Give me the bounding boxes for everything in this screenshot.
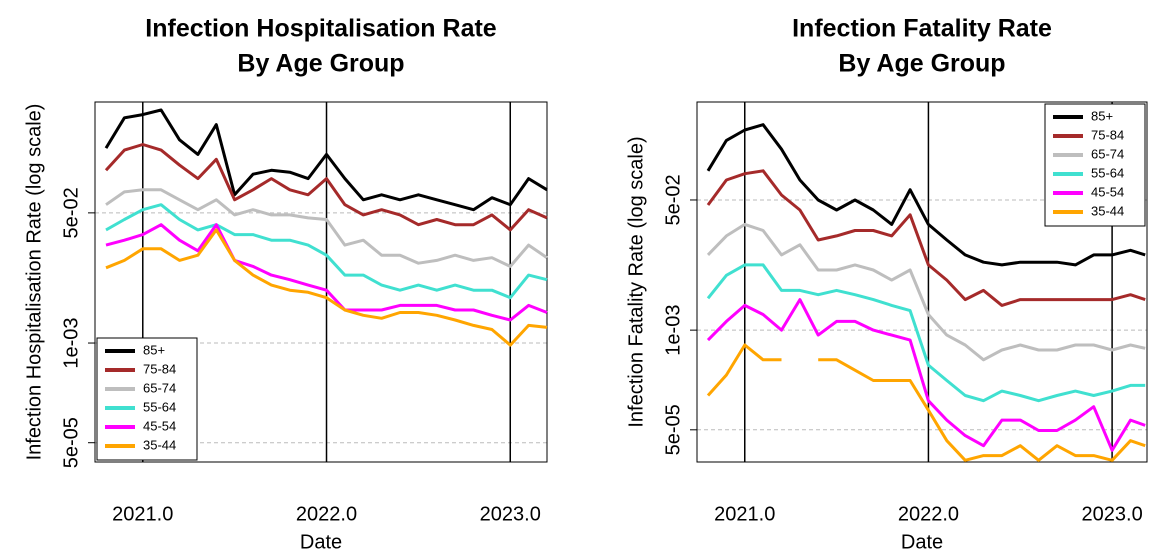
series-line bbox=[706, 263, 1146, 403]
chart-title: Infection Hospitalisation Rate bbox=[145, 15, 497, 43]
series-line bbox=[105, 228, 548, 347]
legend-box bbox=[1044, 103, 1146, 227]
y-tick-label: 5e-02 bbox=[60, 187, 82, 238]
plot-frame bbox=[696, 101, 1148, 463]
x-axis-label: Date bbox=[300, 531, 342, 553]
y-tick-label: 1e-03 bbox=[662, 305, 684, 356]
plot-frame bbox=[94, 101, 548, 463]
legend-label: 55-64 bbox=[1091, 165, 1124, 180]
legend-label: 85+ bbox=[1091, 108, 1113, 123]
legend-label: 45-54 bbox=[143, 418, 176, 433]
panel: Infection Hospitalisation Rate By Age Gro… bbox=[23, 15, 548, 553]
series-line bbox=[104, 143, 548, 232]
chart-subtitle: By Age Group bbox=[237, 50, 404, 78]
series-line bbox=[706, 169, 1146, 307]
x-tick-label: 2021.0 bbox=[714, 503, 775, 525]
y-axis-label: Infection Fatality Rate (log scale) bbox=[625, 136, 647, 427]
series-line bbox=[706, 123, 1146, 267]
chart-subtitle: By Age Group bbox=[838, 50, 1005, 78]
legend-label: 35-44 bbox=[143, 437, 176, 452]
series-line bbox=[706, 222, 1146, 362]
y-tick-label: 5e-05 bbox=[60, 417, 82, 468]
y-axis-label: Infection Hospitalisation Rate (log scal… bbox=[23, 104, 45, 461]
y-tick-label: 1e-03 bbox=[60, 317, 82, 368]
y-tick-label: 5e-02 bbox=[662, 174, 684, 225]
legend-label: 75-84 bbox=[143, 361, 176, 376]
legend-label: 45-54 bbox=[1091, 184, 1124, 199]
x-tick-label: 2022.0 bbox=[898, 503, 959, 525]
y-tick-label: 5e-05 bbox=[662, 404, 684, 455]
x-tick-label: 2023.0 bbox=[1082, 503, 1143, 525]
series-line bbox=[706, 343, 1146, 462]
series-line bbox=[105, 223, 548, 322]
chart-title: Infection Fatality Rate bbox=[792, 15, 1052, 43]
x-axis-label: Date bbox=[901, 531, 943, 553]
legend-label: 85+ bbox=[143, 342, 165, 357]
legend-label: 35-44 bbox=[1091, 203, 1124, 218]
legend-label: 75-84 bbox=[1091, 127, 1124, 142]
series-line bbox=[104, 108, 548, 212]
x-tick-label: 2022.0 bbox=[296, 503, 357, 525]
panel: Infection Fatality Rate By Age Group Date I… bbox=[625, 15, 1148, 553]
legend-label: 65-74 bbox=[1091, 146, 1124, 161]
series-line bbox=[105, 188, 548, 268]
series-line bbox=[105, 203, 548, 300]
x-tick-label: 2021.0 bbox=[112, 503, 173, 525]
legend-label: 65-74 bbox=[143, 380, 176, 395]
legend-box bbox=[96, 337, 198, 461]
series-line bbox=[706, 298, 1146, 452]
x-tick-label: 2023.0 bbox=[480, 503, 541, 525]
legend-label: 55-64 bbox=[143, 399, 176, 414]
